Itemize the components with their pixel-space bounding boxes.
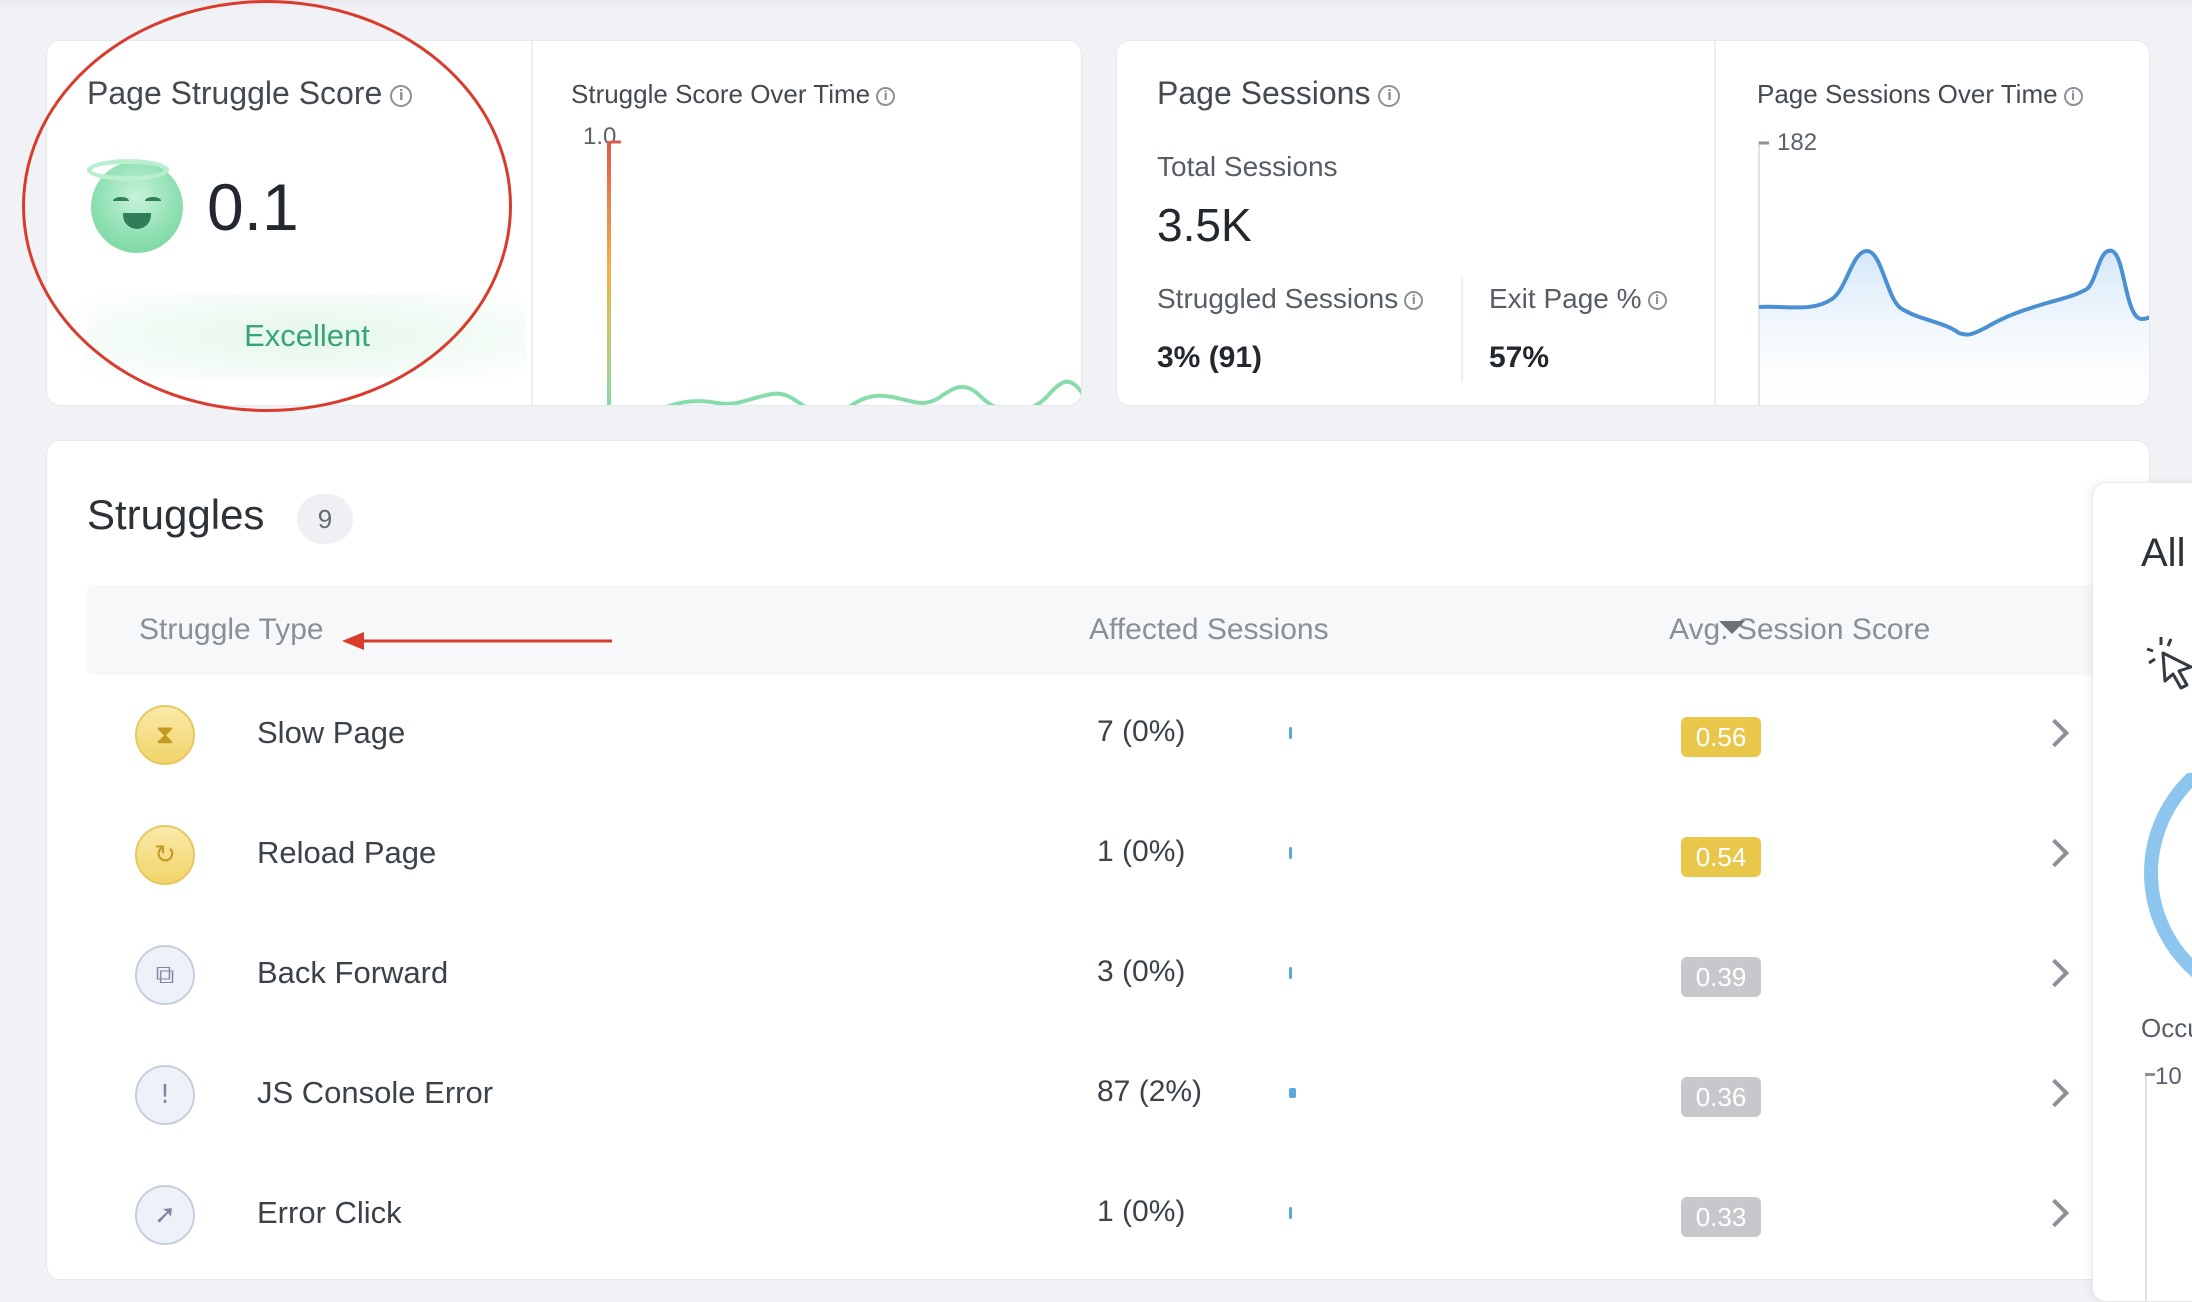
column-affected-sessions[interactable]: Affected Sessions [1089, 613, 1329, 646]
exit-page-label: Exit Page % i [1489, 283, 1667, 315]
side-chart-axis [2145, 1073, 2147, 1301]
sessions-bar [1289, 847, 1292, 859]
face-eye [113, 197, 129, 205]
card-divider [1714, 41, 1716, 405]
struggle-row-error-click[interactable]: ➚ Error Click 1 (0%) 0.33 [87, 1155, 2087, 1275]
struggled-sessions-value: 3% (91) [1157, 341, 1263, 374]
stat-divider [1461, 277, 1463, 381]
struggle-score-title-text: Page Struggle Score [87, 75, 383, 111]
struggle-name: JS Console Error [257, 1075, 494, 1110]
halo-icon [87, 159, 169, 181]
score-badge: 0.56 [1681, 717, 1761, 757]
chevron-right-icon[interactable] [2040, 1198, 2070, 1228]
side-panel-title: All [2141, 531, 2186, 575]
occurrences-label: Occu [2141, 1013, 2192, 1043]
page-sessions-chart [1758, 141, 2149, 405]
struggled-sessions-label: Struggled Sessions i [1157, 283, 1424, 315]
exit-page-label-text: Exit Page % [1489, 283, 1642, 314]
chevron-right-icon[interactable] [2040, 838, 2070, 868]
score-badge: 0.54 [1681, 837, 1761, 877]
annotation-arrow [342, 632, 612, 650]
struggle-chart-title-text: Struggle Score Over Time [571, 79, 871, 109]
exit-page-value: 57% [1489, 341, 1550, 374]
face-eye [145, 197, 161, 205]
page-sessions-card: Page Sessions i Total Sessions 3.5K Strug… [1116, 40, 2150, 406]
info-icon[interactable]: i [1647, 291, 1667, 311]
top-bar [0, 0, 2192, 10]
sessions-chart-title: Page Sessions Over Time i [1757, 79, 2083, 110]
page-sessions-title: Page Sessions i [1157, 75, 1401, 112]
page-sessions-title-text: Page Sessions [1157, 75, 1371, 111]
click-cursor-icon [2146, 637, 2192, 690]
struggle-row-reload-page[interactable]: ↻ Reload Page 1 (0%) 0.54 [87, 795, 2087, 915]
side-chart-axis-tick [2145, 1073, 2155, 1076]
affected-sessions: 87 (2%) [1097, 1075, 1203, 1108]
struggle-chart-axis [607, 141, 611, 405]
error-icon: ! [135, 1065, 195, 1125]
column-avg-session-score[interactable]: Avg. Session Score [1669, 613, 1931, 646]
affected-sessions: 1 (0%) [1097, 1195, 1186, 1228]
occurrence-donut-ring [2144, 773, 2192, 978]
info-icon[interactable]: i [1404, 291, 1424, 311]
total-sessions-label: Total Sessions [1157, 151, 1338, 182]
sort-desc-icon[interactable] [1719, 621, 1745, 634]
struggles-count-badge: 9 [297, 494, 353, 544]
affected-sessions: 1 (0%) [1097, 835, 1186, 868]
struggle-score-line [665, 379, 1081, 405]
sessions-line [1758, 248, 2149, 337]
sessions-bar [1289, 1088, 1296, 1098]
reload-icon: ↻ [135, 825, 195, 885]
struggle-row-back-forward[interactable]: ⧉ Back Forward 3 (0%) 0.39 [87, 915, 2087, 1035]
affected-sessions: 3 (0%) [1097, 955, 1186, 988]
occurrence-donut-chart [2144, 773, 2192, 978]
score-badge: 0.39 [1681, 957, 1761, 997]
sessions-chart-title-text: Page Sessions Over Time [1757, 79, 2058, 109]
struggle-detail-panel: All Occu 10 [2092, 482, 2192, 1302]
score-badge: 0.33 [1681, 1197, 1761, 1237]
struggled-sessions-label-text: Struggled Sessions [1157, 283, 1399, 314]
hourglass-icon: ⧗ [135, 705, 195, 765]
column-struggle-type[interactable]: Struggle Type [139, 613, 324, 646]
info-icon[interactable]: i [1378, 84, 1401, 107]
chevron-right-icon[interactable] [2040, 1078, 2070, 1108]
struggles-card: Struggles 9 Struggle Type Affected Sessi… [46, 440, 2150, 1280]
struggle-name: Reload Page [257, 835, 437, 870]
struggle-row-js-console-error[interactable]: ! JS Console Error 87 (2%) 0.36 [87, 1035, 2087, 1155]
chevron-right-icon[interactable] [2040, 958, 2070, 988]
face-mouth [123, 213, 151, 229]
total-sessions-value: 3.5K [1157, 199, 1252, 251]
struggle-score-title: Page Struggle Score i [87, 75, 413, 112]
info-icon[interactable]: i [2063, 86, 2083, 106]
struggle-score-chart [607, 140, 1081, 405]
struggle-score-value: 0.1 [207, 170, 299, 244]
affected-sessions: 7 (0%) [1097, 715, 1186, 748]
sessions-area [1759, 250, 2149, 405]
struggle-score-card: Page Struggle Score i 0.1 Excellent Strug… [46, 40, 1082, 406]
struggles-title: Struggles [87, 491, 265, 538]
score-badge: 0.36 [1681, 1077, 1761, 1117]
struggle-row-slow-page[interactable]: ⧗ Slow Page 7 (0%) 0.56 [87, 675, 2087, 795]
back-forward-icon: ⧉ [135, 945, 195, 1005]
chevron-right-icon[interactable] [2040, 718, 2070, 748]
sessions-bar [1289, 967, 1292, 979]
struggle-score-rating: Excellent [87, 294, 527, 378]
struggle-chart-title: Struggle Score Over Time i [571, 79, 896, 110]
error-click-icon: ➚ [135, 1185, 195, 1245]
struggle-name: Error Click [257, 1195, 402, 1230]
sessions-bar [1289, 1207, 1292, 1219]
card-divider [531, 41, 533, 405]
info-icon[interactable]: i [390, 84, 413, 107]
struggles-table-header: Struggle Type Affected Sessions Avg. Ses… [87, 585, 2149, 675]
side-chart-tick: 10 [2155, 1063, 2182, 1090]
info-icon[interactable]: i [876, 86, 896, 106]
sessions-bar [1289, 727, 1292, 739]
sessions-chart-ymax: 182 [1777, 129, 1818, 156]
struggle-name: Slow Page [257, 715, 406, 750]
struggle-name: Back Forward [257, 955, 449, 990]
